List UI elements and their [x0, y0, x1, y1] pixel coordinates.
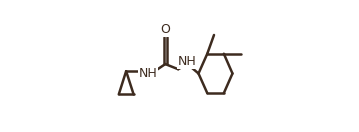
- Text: NH: NH: [177, 55, 196, 68]
- Text: NH: NH: [139, 67, 158, 80]
- Text: O: O: [160, 23, 170, 36]
